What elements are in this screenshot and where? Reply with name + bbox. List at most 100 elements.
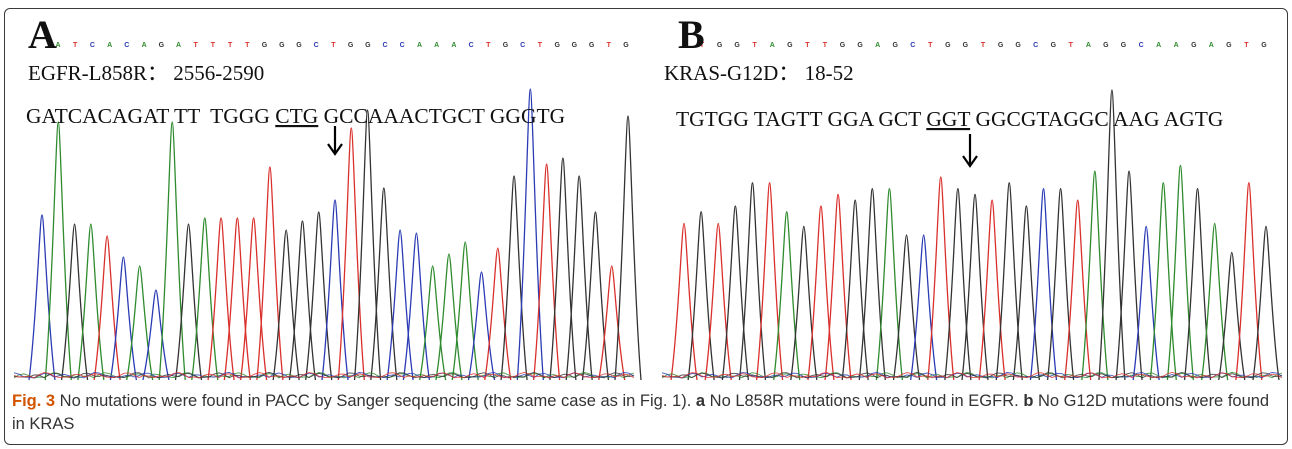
base-call-letter: T	[753, 42, 758, 49]
peak-trace-c	[516, 88, 544, 381]
figure-label: Fig. 3	[12, 392, 56, 410]
peak-trace-g	[944, 187, 972, 381]
panel-letter-b: B	[678, 12, 705, 57]
peak-trace-t	[927, 176, 955, 381]
peak-trace-g	[858, 187, 886, 381]
peak-trace-g	[272, 229, 300, 381]
sequence-line-b: TGTGG TAGTT GGA GCT GGT GGCGTAGGC AAG AG…	[676, 107, 1223, 131]
arrow-head-b	[962, 155, 978, 168]
mutation-arrow-b	[962, 134, 978, 168]
figure-caption: Fig. 3 No mutations were found in PACC b…	[12, 390, 1280, 436]
base-call-letter: G	[572, 42, 578, 49]
peak-trace-g	[565, 175, 593, 381]
peak-trace-a	[419, 265, 447, 381]
sequence-line-a: GATCACAGAT TT TGGG CTG GCCAAACTGCT GGGTG	[26, 104, 565, 128]
base-call-letter: G	[296, 42, 302, 49]
peak-trace-g	[1012, 205, 1040, 381]
peak-trace-a	[126, 265, 154, 381]
peak-trace-g	[1252, 225, 1280, 381]
base-call-letter: C	[910, 42, 915, 49]
peak-trace-g	[174, 223, 203, 381]
base-call-letter: A	[1086, 42, 1091, 49]
peak-trace-a	[44, 121, 72, 381]
peak-trace-t	[93, 235, 121, 381]
base-call-letter: A	[451, 42, 456, 49]
peak-trace-g	[549, 157, 577, 381]
base-call-letter: C	[124, 42, 129, 49]
base-call-letter: C	[1033, 42, 1038, 49]
peak-trace-g	[1218, 251, 1246, 381]
peak-trace-t	[598, 265, 626, 381]
baseline-noise-t	[13, 372, 635, 379]
base-call-letter: G	[717, 42, 723, 49]
base-call-letter: G	[840, 42, 846, 49]
base-call-letter: T	[981, 42, 986, 49]
base-call-letter: C	[1139, 42, 1144, 49]
base-call-letter: T	[607, 42, 612, 49]
gene-title-a: EGFR-L858R： 2556-2590	[28, 61, 264, 85]
peak-trace-g	[687, 211, 715, 381]
peak-trace-g	[614, 115, 642, 381]
base-call-letter: A	[770, 42, 775, 49]
peak-trace-t	[807, 205, 835, 381]
peak-trace-g	[790, 225, 818, 381]
peak-trace-c	[467, 271, 496, 381]
sequence-pre-a: GATCACAGAT TT TGGG	[26, 104, 275, 128]
base-call-letter: G	[1226, 42, 1232, 49]
baseline-noise-b	[661, 371, 1283, 379]
peak-trace-g	[892, 234, 921, 381]
base-call-letter: T	[805, 42, 810, 49]
peak-trace-c	[386, 229, 414, 381]
base-call-letter: C	[520, 42, 525, 49]
base-call-letter: C	[90, 42, 95, 49]
peak-trace-c	[402, 232, 431, 381]
base-call-letter: T	[194, 42, 199, 49]
peak-trace-t	[337, 127, 365, 381]
base-call-letter: C	[314, 42, 319, 49]
base-call-letter: A	[875, 42, 880, 49]
base-call-letter: T	[823, 42, 828, 49]
peak-trace-a	[158, 121, 186, 381]
base-call-letter: A	[142, 42, 147, 49]
base-call-letter: G	[945, 42, 951, 49]
base-call-letter: T	[73, 42, 78, 49]
base-call-letter: G	[1121, 42, 1127, 49]
caption-sub-b-label: b	[1023, 392, 1034, 410]
base-call-letter: G	[589, 42, 595, 49]
base-call-letter: A	[434, 42, 439, 49]
peak-trace-t	[532, 163, 561, 381]
caption-sub-a-label: a	[695, 392, 706, 410]
base-call-letter: G	[1191, 42, 1197, 49]
peak-trace-g	[738, 182, 767, 381]
base-call-letter: T	[928, 42, 933, 49]
peak-trace-a	[1081, 170, 1109, 381]
base-call-letter: G	[734, 42, 740, 49]
baseline-noise-t	[661, 372, 1283, 379]
peak-trace-g	[995, 182, 1023, 381]
peak-trace-g	[1098, 89, 1126, 381]
peak-trace-g	[353, 109, 382, 381]
peak-trace-a	[773, 211, 801, 381]
peak-trace-g	[1183, 187, 1212, 381]
base-call-letter: G	[554, 42, 560, 49]
peak-trace-a	[1149, 182, 1177, 381]
sequence-pre-b: TGTGG TAGTT GGA GCT	[676, 107, 926, 131]
base-call-letter: T	[700, 42, 705, 49]
peak-trace-t	[207, 217, 235, 381]
peak-traces-b	[670, 89, 1280, 381]
peak-trace-t	[1064, 199, 1092, 381]
sequence-post-a: GCCAAACTGCT GGGTG	[318, 104, 565, 128]
peak-trace-a	[1201, 222, 1229, 381]
peak-trace-c	[142, 289, 170, 381]
base-call-letter: G	[365, 42, 371, 49]
base-call-letter: G	[159, 42, 165, 49]
peak-trace-a	[77, 223, 105, 381]
peak-trace-a	[435, 253, 463, 381]
base-call-letter: G	[1051, 42, 1057, 49]
base-call-letter: G	[963, 42, 969, 49]
base-call-letter: A	[1156, 42, 1161, 49]
peak-trace-g	[841, 199, 869, 381]
codon-underlined-b: GGT	[926, 107, 970, 131]
peak-trace-c	[28, 214, 56, 381]
